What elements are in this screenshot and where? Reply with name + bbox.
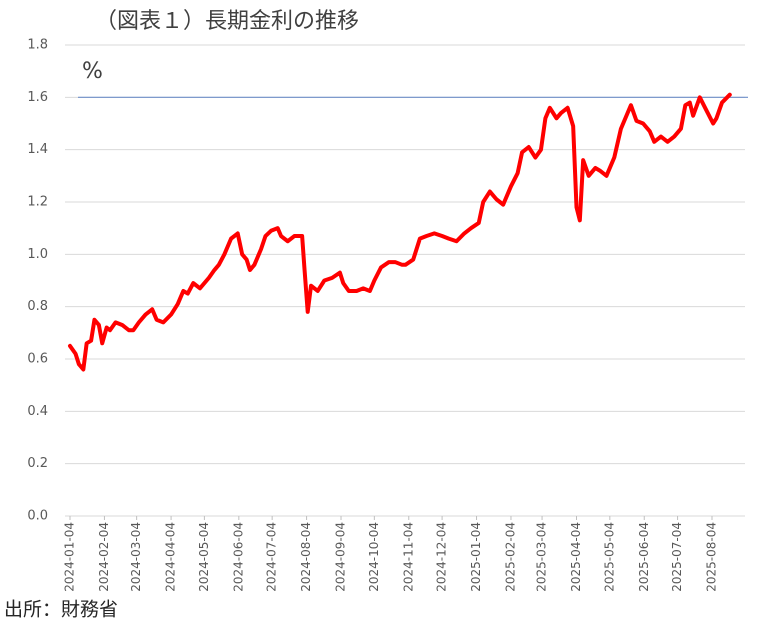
x-tick-label: 2024-08-04 [299,522,313,592]
y-tick-label: 0.6 [27,352,48,367]
y-tick-label: 0.4 [27,404,48,419]
x-tick-label: 2024-07-04 [265,522,279,592]
x-tick-label: 2024-09-04 [334,522,348,592]
x-tick-label: 2024-03-04 [129,522,143,592]
x-tick-label: 2025-06-04 [637,522,651,592]
y-tick-label: 0.0 [27,509,48,524]
y-axis-unit: % [82,59,103,84]
x-tick-label: 2024-01-04 [63,522,77,592]
y-tick-label: 1.0 [27,247,48,262]
x-tick-label: 2024-04-04 [164,522,178,592]
y-tick-label: 0.2 [27,456,48,471]
x-tick-label: 2025-04-04 [569,522,583,592]
x-tick-label: 2024-12-04 [435,522,449,592]
x-tick-label: 2025-08-04 [705,522,719,592]
y-tick-label: 1.8 [27,38,48,53]
y-tick-label: 1.6 [27,90,48,105]
x-tick-label: 2025-02-04 [503,522,517,592]
chart-title: （図表１）長期金利の推移 [95,9,359,34]
x-tick-label: 2025-05-04 [602,522,616,592]
x-tick-label: 2024-10-04 [367,522,381,592]
x-tick-label: 2024-02-04 [97,522,111,592]
x-tick-label: 2025-03-04 [535,522,549,592]
y-tick-label: 1.2 [27,195,48,210]
y-tick-label: 0.8 [27,299,48,314]
x-tick-label: 2024-05-04 [197,522,211,592]
yield-line [68,92,732,372]
x-tick-label: 2024-06-04 [231,522,245,592]
x-tick-label: 2025-01-04 [469,522,483,592]
y-tick-label: 1.4 [27,142,48,157]
source-note: 出所：財務省 [4,599,118,621]
x-tick-label: 2025-07-04 [670,522,684,592]
x-tick-label: 2024-11-04 [401,522,415,592]
